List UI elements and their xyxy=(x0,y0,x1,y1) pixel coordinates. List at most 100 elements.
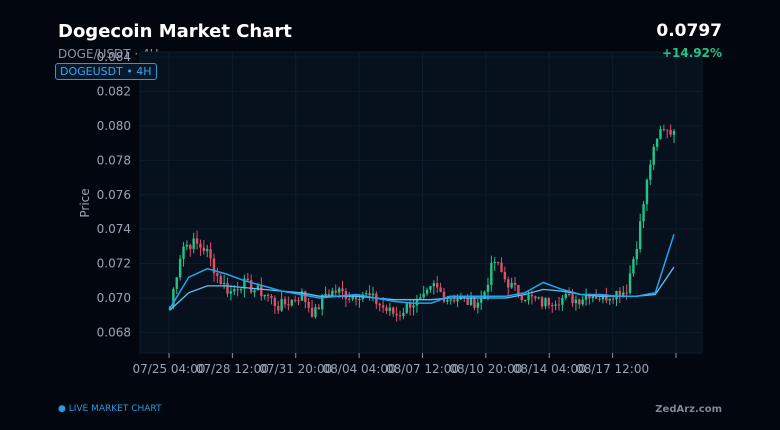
candle-body xyxy=(591,295,595,299)
candle-body xyxy=(253,290,256,293)
candle-body xyxy=(554,304,557,306)
candle-body xyxy=(486,284,490,292)
candle-body xyxy=(395,313,398,316)
candle-body xyxy=(611,298,615,300)
x-tick-label: 07/28 12:00 xyxy=(196,362,269,376)
symbol-badge[interactable]: DOGEUSDT • 4H xyxy=(55,63,157,80)
candle-body xyxy=(307,301,310,308)
x-tick-label: 08/14 04:00 xyxy=(513,362,586,376)
candle-body xyxy=(364,293,368,295)
candle-body xyxy=(256,285,260,291)
candle-body xyxy=(571,294,574,304)
candle-body xyxy=(270,296,273,298)
candle-body xyxy=(172,288,175,307)
candle-body xyxy=(540,297,544,307)
live-market-label: ● LIVE MARKET CHART xyxy=(58,404,162,414)
candle-body xyxy=(425,289,429,294)
y-tick-label: 0.080 xyxy=(97,119,131,133)
candle-body xyxy=(625,292,628,294)
candle-body xyxy=(368,293,371,296)
candle-body xyxy=(378,303,381,306)
y-tick-label: 0.084 xyxy=(97,50,131,64)
candle-body xyxy=(449,299,452,301)
candle-body xyxy=(405,303,408,313)
candle-body xyxy=(490,262,493,285)
candle-body xyxy=(595,295,598,299)
candle-body xyxy=(638,221,642,250)
candle-body xyxy=(564,294,567,299)
candle-body xyxy=(321,295,324,310)
grid-lines xyxy=(140,52,702,353)
candle-body xyxy=(652,146,655,165)
candle-body xyxy=(469,297,473,305)
candle-body xyxy=(385,307,388,311)
candle-body xyxy=(493,261,496,263)
candle-body xyxy=(456,299,459,302)
candle-body xyxy=(534,296,537,299)
candle-body xyxy=(297,300,300,302)
candle-body xyxy=(212,258,216,274)
candle-body xyxy=(293,299,297,301)
candle-body xyxy=(260,285,263,297)
candle-body xyxy=(649,164,652,180)
candle-body xyxy=(219,275,222,285)
candle-body xyxy=(236,289,239,291)
candle-body xyxy=(290,299,293,306)
candle-body xyxy=(608,298,611,301)
candle-body xyxy=(314,307,317,317)
candle-body xyxy=(517,285,520,296)
candle-body xyxy=(402,312,405,316)
candle-body xyxy=(419,297,422,299)
candle-body xyxy=(483,291,486,299)
x-tick-label: 08/07 12:00 xyxy=(386,362,459,376)
candle-body xyxy=(189,244,192,250)
candle-body xyxy=(392,307,395,314)
candle-body xyxy=(496,261,500,263)
plot-area xyxy=(139,51,703,354)
candle-body xyxy=(249,280,253,293)
candle-body xyxy=(300,291,304,301)
candle-body xyxy=(246,278,249,281)
candle-body xyxy=(334,290,337,293)
candle-body xyxy=(222,283,226,285)
candle-body xyxy=(331,290,334,296)
candle-body xyxy=(415,298,419,306)
candle-body xyxy=(523,300,527,302)
candle-body xyxy=(479,298,483,303)
candle-body xyxy=(337,288,341,293)
candle-body xyxy=(408,303,412,308)
y-tick-label: 0.068 xyxy=(97,325,131,339)
candle-body xyxy=(513,282,517,286)
candle-body xyxy=(439,287,442,292)
candle-body xyxy=(530,294,534,297)
candle-body xyxy=(348,298,351,300)
candle-body xyxy=(598,298,601,300)
y-axis-label: Price xyxy=(78,188,92,217)
candle-body xyxy=(398,315,402,317)
ma-slow-line xyxy=(169,266,675,311)
candle-body xyxy=(476,302,480,308)
pair-subtitle: DOGE/USDT · 4H xyxy=(58,47,159,61)
candle-body xyxy=(557,304,561,306)
candle-body xyxy=(581,299,584,305)
candle-body xyxy=(446,300,449,302)
candle-body xyxy=(584,295,588,300)
candle-body xyxy=(551,305,554,307)
y-axis: 0.068 0.070 0.072 0.074 0.076 0.078 0.080 0.082… xyxy=(97,50,131,339)
candle-body xyxy=(669,129,672,135)
y-tick-label: 0.074 xyxy=(97,222,131,236)
candle-body xyxy=(412,305,415,308)
chart-title: Dogecoin Market Chart xyxy=(58,21,292,42)
x-tick-label: 08/10 20:00 xyxy=(449,362,522,376)
candle-body xyxy=(520,295,523,301)
candle-body xyxy=(226,283,229,294)
candle-body xyxy=(216,273,219,276)
current-price: 0.0797 xyxy=(656,21,722,41)
candle-body xyxy=(310,307,314,317)
brand-label: ZedArz.com xyxy=(655,404,722,415)
candle-body xyxy=(510,282,513,288)
candle-body xyxy=(351,296,354,300)
x-tick-label: 08/04 04:00 xyxy=(323,362,396,376)
